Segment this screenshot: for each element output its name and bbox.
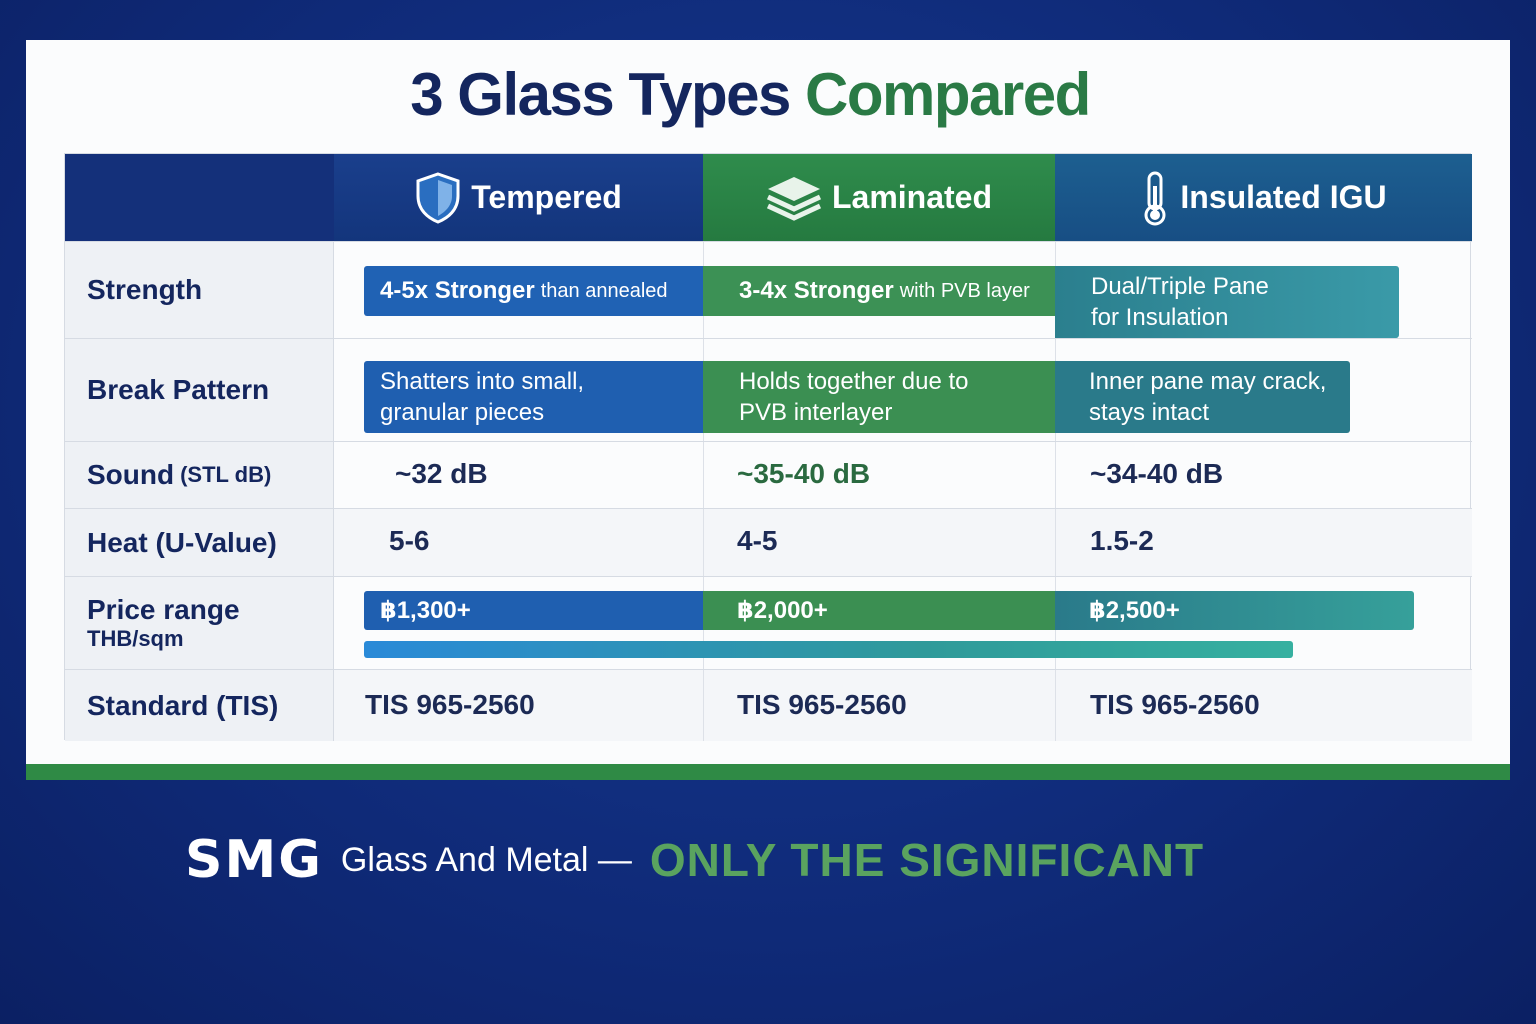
header-laminated: Laminated [703, 154, 1055, 241]
row-break-pattern: Break Pattern Shatters into small, granul… [65, 338, 1472, 441]
heat-insulated: 1.5-2 [1090, 525, 1154, 556]
break-laminated: Holds together due to PVB interlayer [703, 361, 1055, 433]
smg-logo: SMG [185, 830, 323, 890]
thermometer-icon [1144, 171, 1166, 225]
heat-laminated: 4-5 [737, 525, 778, 556]
row-label: Strength [87, 274, 203, 305]
standard-laminated: TIS 965-2560 [737, 689, 907, 720]
sound-insulated: ~34-40 dB [1090, 458, 1224, 489]
header-blank [65, 154, 334, 241]
page-title: 3 Glass Types Compared [410, 61, 1091, 128]
strength-laminated: 3-4x Stronger with PVB layer [703, 266, 1055, 316]
price-range-bar [364, 641, 1293, 658]
price-laminated: ฿2,000+ [703, 591, 1055, 630]
row-standard: Standard (TIS) TIS 965-2560 TIS 965-2560… [65, 669, 1472, 741]
company-name: Glass And Metal — [340, 840, 632, 879]
row-label: Break Pattern [87, 374, 270, 405]
sound-tempered: ~32 dB [395, 458, 488, 489]
heat-tempered: 5-6 [389, 525, 430, 556]
standard-insulated: TIS 965-2560 [1090, 689, 1260, 720]
header-tempered: Tempered [334, 154, 703, 241]
sound-laminated: ~35-40 dB [737, 458, 871, 489]
row-heat: Heat (U-Value) 5-6 4-5 1.5-2 [65, 508, 1472, 576]
header-insulated: Insulated IGU [1055, 154, 1472, 241]
layers-icon [766, 176, 822, 221]
green-accent-strip [26, 764, 1510, 780]
comparison-table: Tempered Laminated Insulated IGU Strengt… [64, 153, 1472, 741]
footer-brand: SMG Glass And Metal — ONLY THE SIGNIFICA… [185, 830, 1204, 890]
row-strength: Strength 4-5x Stronger than annealed 3-4x… [65, 241, 1472, 338]
break-insulated: Inner pane may crack, stays intact [1055, 361, 1350, 433]
standard-tempered: TIS 965-2560 [365, 689, 535, 720]
break-tempered: Shatters into small, granular pieces [364, 361, 703, 433]
row-price: Price range THB/sqm ฿1,300+ ฿2,000+ ฿2,50… [65, 576, 1472, 669]
row-sound: Sound (STL dB) ~32 dB ~35-40 dB ~34-40 dB [65, 441, 1472, 508]
strength-insulated: Dual/Triple Pane for Insulation [1055, 266, 1399, 338]
shield-icon [416, 171, 460, 224]
price-insulated: ฿2,500+ [1055, 591, 1414, 630]
strength-tempered: 4-5x Stronger than annealed [364, 266, 703, 316]
price-tempered: ฿1,300+ [364, 591, 703, 630]
slogan: ONLY THE SIGNIFICANT [649, 834, 1205, 886]
